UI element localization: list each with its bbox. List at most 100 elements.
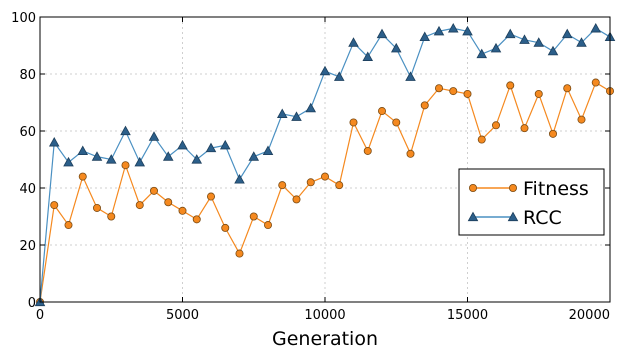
y-tick-label-4: 80: [19, 68, 36, 83]
y-tick-label-3: 60: [19, 125, 36, 140]
point-rcc-11: [191, 154, 203, 164]
legend-marker-end-fitness: [508, 183, 517, 192]
point-rcc-36: [547, 45, 559, 56]
point-fitness-35: [534, 89, 543, 98]
point-fitness-26: [406, 149, 415, 158]
point-rcc-18: [291, 111, 302, 121]
point-rcc-13: [219, 139, 231, 150]
point-rcc-2: [63, 156, 74, 167]
point-rcc-17: [276, 108, 288, 118]
point-fitness-27: [420, 101, 429, 110]
x-tick-label-3: 15000: [447, 308, 488, 323]
point-fitness-38: [577, 115, 586, 124]
point-fitness-21: [335, 181, 344, 190]
point-rcc-37: [561, 28, 573, 39]
y-tick-label-0: 0: [28, 296, 36, 311]
point-fitness-1: [50, 201, 59, 210]
point-fitness-5: [107, 212, 116, 221]
point-rcc-3: [77, 145, 89, 156]
point-fitness-34: [520, 124, 529, 133]
point-fitness-12: [206, 192, 215, 201]
point-rcc-28: [433, 25, 445, 36]
point-rcc-21: [333, 71, 345, 81]
point-rcc-30: [462, 25, 473, 36]
point-fitness-3: [78, 172, 87, 181]
point-fitness-29: [449, 87, 458, 96]
legend-marker-end-rcc: [507, 211, 519, 222]
point-fitness-22: [349, 118, 358, 127]
point-fitness-19: [306, 178, 315, 187]
point-rcc-26: [405, 71, 416, 81]
point-rcc-7: [134, 156, 146, 167]
x-axis-title: Generation: [272, 328, 378, 350]
point-rcc-19: [305, 102, 317, 113]
point-fitness-37: [563, 84, 572, 93]
point-rcc-15: [248, 151, 260, 161]
legend-entry-fitness: Fitness: [468, 178, 589, 200]
point-rcc-32: [490, 42, 502, 53]
point-fitness-32: [491, 121, 500, 130]
point-fitness-10: [178, 206, 187, 215]
point-rcc-27: [419, 31, 431, 42]
point-rcc-23: [362, 51, 374, 61]
point-rcc-14: [234, 174, 245, 184]
point-fitness-25: [392, 118, 401, 127]
point-rcc-24: [376, 28, 388, 39]
point-rcc-10: [177, 139, 188, 150]
legend-label-rcc: RCC: [523, 207, 562, 229]
point-fitness-36: [549, 129, 558, 138]
point-fitness-6: [121, 161, 130, 170]
point-rcc-22: [348, 37, 359, 47]
legend-marker-start-rcc: [467, 211, 479, 222]
series-rcc: [34, 22, 616, 307]
x-tick-label-4: 20000: [569, 308, 610, 323]
point-rcc-8: [148, 131, 160, 141]
point-fitness-20: [320, 172, 329, 181]
point-rcc-29: [447, 22, 459, 33]
y-tick-label-1: 20: [19, 239, 36, 254]
point-fitness-28: [434, 84, 443, 93]
point-fitness-9: [164, 198, 173, 207]
point-fitness-30: [463, 89, 472, 98]
point-rcc-35: [533, 37, 545, 47]
point-fitness-8: [149, 186, 158, 195]
y-tick-label-2: 40: [19, 182, 36, 197]
x-tick-label-1: 5000: [166, 308, 199, 323]
point-rcc-6: [120, 125, 131, 136]
point-fitness-13: [221, 223, 230, 232]
legend-entry-rcc: RCC: [467, 207, 562, 229]
point-fitness-33: [506, 81, 515, 90]
point-fitness-11: [192, 215, 201, 224]
point-rcc-34: [519, 34, 530, 44]
point-rcc-20: [319, 65, 331, 76]
point-rcc-31: [476, 48, 488, 59]
point-fitness-2: [64, 221, 73, 230]
point-rcc-1: [48, 136, 60, 147]
x-tick-label-2: 10000: [304, 308, 345, 323]
axis-ticks: 0 5000 10000 15000 20000 0 20 40 60 80 100: [11, 11, 611, 323]
legend: Fitness RCC: [458, 168, 605, 236]
legend-marker-start-fitness: [468, 183, 477, 192]
point-rcc-39: [590, 22, 602, 33]
point-fitness-15: [249, 212, 258, 221]
point-rcc-9: [162, 151, 174, 161]
point-rcc-4: [91, 151, 103, 161]
point-fitness-31: [477, 135, 486, 144]
legend-label-fitness: Fitness: [523, 178, 589, 200]
point-fitness-7: [135, 201, 144, 210]
point-rcc-25: [390, 42, 402, 53]
legend-box: [458, 168, 605, 236]
x-tick-label-0: 0: [36, 308, 44, 323]
series-layer: [34, 22, 616, 307]
point-rcc-33: [504, 28, 516, 39]
point-fitness-4: [93, 203, 102, 212]
point-fitness-16: [263, 221, 272, 230]
point-rcc-16: [262, 145, 274, 156]
point-rcc-38: [576, 37, 587, 47]
point-fitness-23: [363, 146, 372, 155]
point-rcc-5: [105, 154, 117, 164]
y-tick-label-5: 100: [11, 11, 36, 26]
point-rcc-12: [205, 142, 217, 153]
point-fitness-18: [292, 195, 301, 204]
